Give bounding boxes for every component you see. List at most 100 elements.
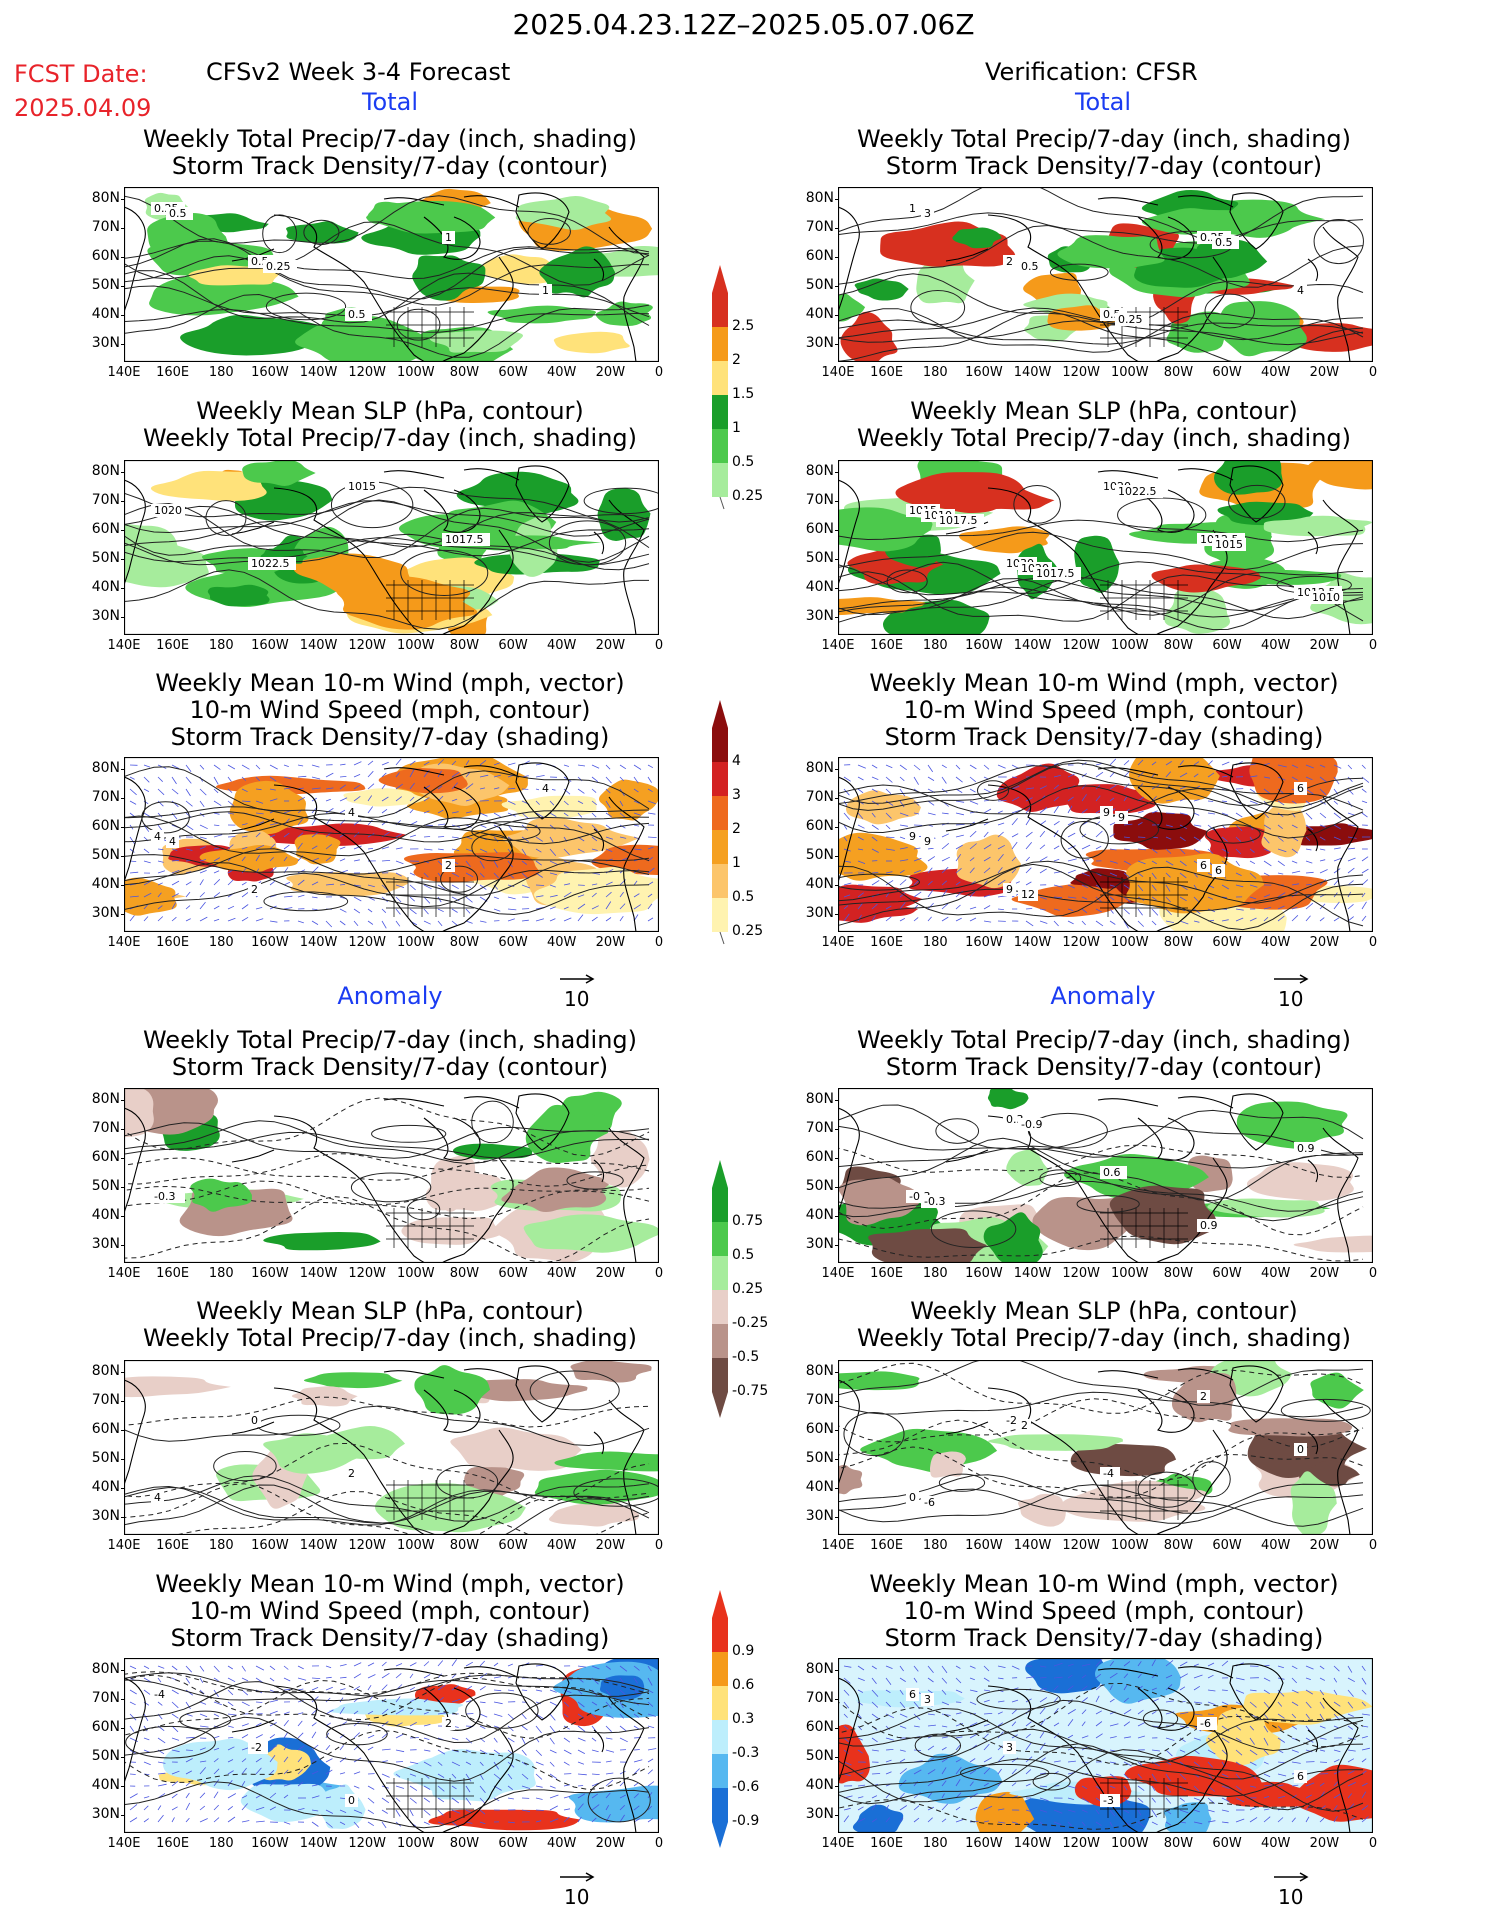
lat-tick [835, 1216, 839, 1217]
lon-tick-label: 80W [449, 1266, 480, 1281]
lon-tick-label: 120W [1062, 638, 1100, 653]
shading-region [1217, 501, 1314, 526]
shading-region [895, 472, 1026, 514]
panel-title: Weekly Total Precip/7-day (inch, shading… [142, 1026, 637, 1081]
lon-tick-label: 40W [1261, 365, 1291, 380]
lat-tick [121, 856, 125, 857]
lon-tick-label: 20W [1309, 1266, 1340, 1281]
contour-lines [838, 1104, 1364, 1262]
lon-tick-label: 160W [965, 1266, 1003, 1281]
shading-region [838, 1371, 920, 1391]
fcst-date-label: FCST Date: [14, 60, 148, 88]
colorbar-swatch [712, 796, 728, 830]
svg-text:0.5: 0.5 [169, 207, 187, 220]
colorbar-label: -0.25 [732, 1315, 769, 1331]
lon-tick-label: 140E [107, 935, 141, 950]
shading-region [246, 823, 408, 846]
shading-region [403, 852, 540, 883]
contour-label: 1022.5 [248, 557, 296, 570]
lat-tick-label: 40N [805, 1479, 834, 1495]
lon-tick-label: 160W [251, 1836, 289, 1851]
map-panel-fc-total-precip: 0.250.50.5110.50.2580N70N60N50N40N30N140… [68, 187, 673, 386]
shading-region [487, 305, 596, 324]
lon-tick-label: 0 [654, 935, 664, 950]
svg-text:12: 12 [1021, 888, 1035, 901]
shading-region [854, 278, 909, 301]
map-frame [124, 187, 659, 362]
lon-tick-label: 80W [1163, 1538, 1194, 1553]
map-panel-fc-anom-wind: -4 -2 0 2 80N 70N 60N 50N 40N 30N 140E 160E 180 160W 1… [68, 1658, 673, 1857]
contour-label: 0 [1294, 1443, 1307, 1456]
colorbar-label: 2 [732, 821, 741, 837]
lat-tick-label: 80N [91, 463, 120, 479]
lat-tick-label: 30N [805, 905, 834, 921]
anomaly-label-left: Anomaly [337, 982, 443, 1010]
lat-tick-label: 80N [805, 1363, 834, 1379]
colorbar-swatch [712, 762, 728, 796]
lon-tick-label: 120W [1062, 365, 1100, 380]
contour-label: -4 [151, 1688, 171, 1701]
shading-region [996, 763, 1084, 813]
colorbar-label: -0.75 [732, 1383, 769, 1399]
lon-tick-label: 60W [1212, 1836, 1242, 1851]
lat-tick-label: 50N [91, 847, 120, 863]
svg-text:4: 4 [154, 830, 161, 843]
svg-text:1022.5: 1022.5 [251, 557, 290, 570]
lon-tick-label: 140W [1013, 1538, 1052, 1553]
lon-tick-label: 160E [870, 365, 904, 380]
coastline [838, 1365, 1359, 1535]
lon-tick-label: 140W [299, 1266, 338, 1281]
lon-tick-label: 20W [595, 1266, 626, 1281]
lon-tick-label: 180 [922, 1836, 948, 1851]
panel-title: Weekly Mean 10-m Wind (mph, vector) 10-m … [869, 1570, 1339, 1652]
svg-text:1022.5: 1022.5 [1118, 485, 1157, 498]
lon-tick-label: 20W [595, 365, 626, 380]
colorbar-label: 0.25 [732, 488, 764, 504]
lon-tick-label: 0 [1368, 1836, 1378, 1851]
arrow-right-icon [560, 1872, 595, 1882]
lon-tick-label: 140E [107, 1538, 141, 1553]
contour-label: -2 [248, 1741, 268, 1754]
lon-tick-label: 140W [299, 1538, 338, 1553]
shading-region [501, 1167, 610, 1212]
shading-region [1141, 208, 1251, 235]
lon-tick-label: 80W [1163, 1836, 1194, 1851]
colorbar-label: -0.9 [732, 1813, 760, 1829]
lon-tick-label: 140W [299, 1836, 338, 1851]
contour-label: 1017.5 [442, 533, 490, 546]
lat-tick [121, 1245, 125, 1246]
total-label-right: Total [1074, 88, 1132, 116]
lat-tick [835, 472, 839, 473]
lon-tick-label: 140W [1013, 365, 1052, 380]
svg-text:-2: -2 [251, 1741, 262, 1754]
lon-tick-label: 60W [1212, 365, 1242, 380]
coastline [838, 762, 1359, 932]
shading-region [374, 1483, 526, 1533]
lat-tick [835, 1488, 839, 1489]
svg-text:4: 4 [1297, 284, 1304, 297]
lon-tick-label: 180 [208, 935, 234, 950]
lon-tick-label: 160E [870, 1266, 904, 1281]
lat-tick [121, 228, 125, 229]
map-frame [124, 1088, 659, 1263]
lon-tick-label: 160E [156, 1538, 190, 1553]
shading-region [1236, 1101, 1348, 1149]
shading-region [1214, 460, 1283, 495]
svg-text:2: 2 [1021, 1419, 1028, 1432]
colorbar-swatch [712, 1686, 728, 1720]
colorbar-swatches [712, 1590, 728, 1848]
arrow-right-icon [1274, 1872, 1309, 1882]
colorbar-label: -0.3 [732, 1745, 760, 1761]
lat-tick [121, 199, 125, 200]
svg-text:3: 3 [924, 207, 931, 220]
lon-tick-label: 180 [208, 1836, 234, 1851]
lat-tick-label: 30N [805, 1806, 834, 1822]
shading-region [852, 1804, 904, 1833]
lat-tick-label: 80N [805, 190, 834, 206]
map-plot: 1015103010201012.51012.5101010201022.510… [838, 460, 1373, 635]
contour-label: 1 [906, 202, 919, 215]
lon-tick-label: 80W [1163, 365, 1194, 380]
lat-tick-label: 60N [805, 248, 834, 264]
lon-tick-label: 160E [156, 1266, 190, 1281]
lat-tick [835, 798, 839, 799]
